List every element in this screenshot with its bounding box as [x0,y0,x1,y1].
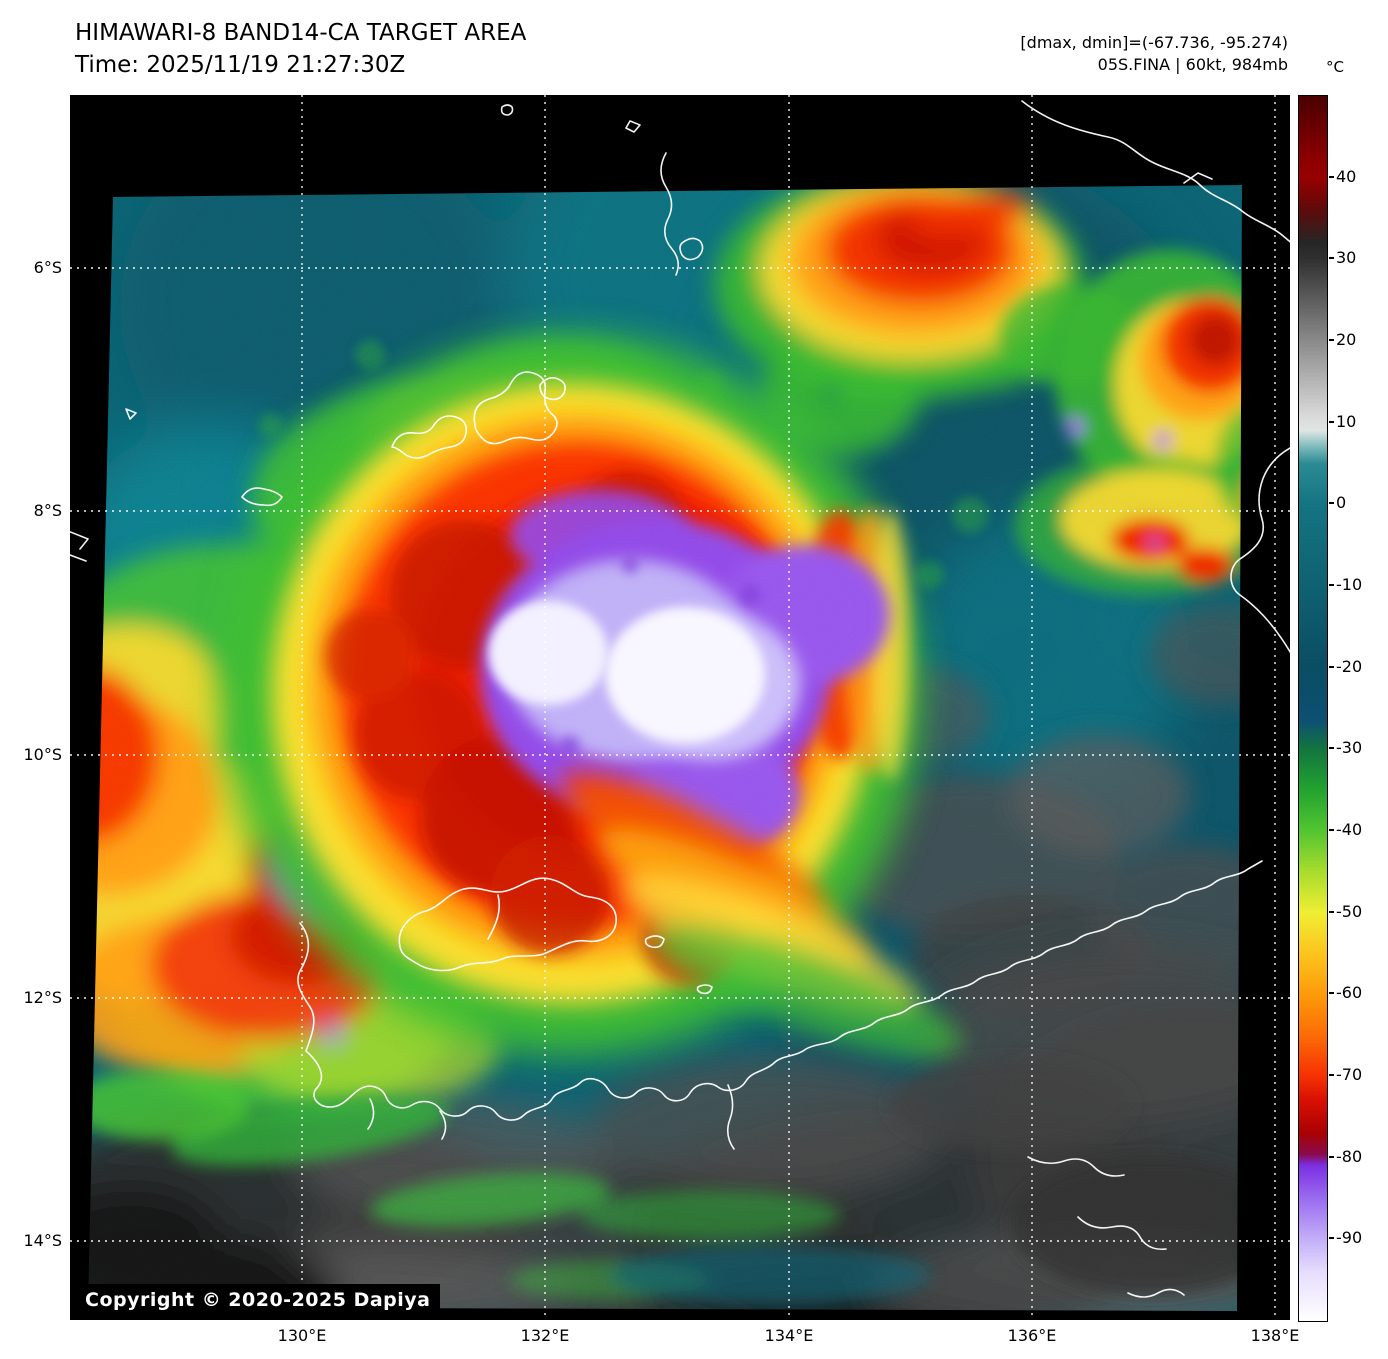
storm-info-readout: 05S.FINA | 60kt, 984mb [1097,55,1288,74]
colorbar-tick-label: -40 [1328,820,1363,839]
lon-tick-label: 138°E [1250,1326,1300,1345]
noise-overlay [88,185,1242,1311]
tiwi-channel [487,894,501,940]
lon-tick-label: 130°E [277,1326,327,1345]
colorbar-tick-label: -80 [1328,1147,1363,1166]
coast-river [726,1084,735,1150]
island-chain-aru [660,152,680,276]
colorbar-tick-label: -30 [1328,738,1363,757]
colorbar-tick-label: 0 [1328,493,1347,512]
temperature-colorbar [1298,95,1328,1322]
coast-detail [1027,1156,1125,1177]
coastlines-layer [70,100,1290,1298]
product-title: HIMAWARI-8 BAND14-CA TARGET AREA [75,20,527,46]
dmax-dmin-readout: [dmax, dmin]=(-67.736, -95.274) [1020,33,1288,52]
lon-tick-label: 134°E [764,1326,814,1345]
coastline-australia [297,860,1263,1121]
lat-tick-label: 10°S [23,745,62,764]
lat-tick-label: 6°S [33,258,62,277]
coast-fragment-left [70,530,89,550]
island-blob [679,237,704,261]
coast-fragment-left [70,554,87,562]
island-tanimbar-a [391,415,468,459]
coast-inlet [367,1098,375,1130]
gridlines-layer [70,95,1290,1320]
coastline-new-guinea [1021,100,1290,243]
satellite-data-swath [88,185,1242,1311]
island-speck [625,120,641,133]
satellite-map: Copyright © 2020-2025 Dapiya [70,95,1290,1320]
colorbar-tick-label: -50 [1328,902,1363,921]
colorbar-tick-label: 10 [1328,412,1357,431]
coastline-right-edge [1230,447,1290,654]
colorbar-tick-label: 30 [1328,248,1357,267]
lon-tick-label: 132°E [520,1326,570,1345]
product-time: Time: 2025/11/19 21:27:30Z [75,52,406,78]
lat-tick-label: 12°S [23,988,62,1007]
island-speck [696,984,713,995]
colorbar-tick-label: -20 [1328,657,1363,676]
colorbar-tick-label: -90 [1328,1228,1363,1247]
lon-tick-label: 136°E [1007,1326,1057,1345]
coast-detail [1077,1216,1167,1251]
island-tiwi [398,877,617,972]
lat-tick-label: 8°S [33,501,62,520]
satellite-image [70,95,1290,1320]
colorbar-tick-label: -10 [1328,575,1363,594]
colorbar-tick-label: 40 [1328,167,1357,186]
coast-detail [1127,1288,1185,1298]
island-speck [644,935,665,949]
island-speck [125,408,137,420]
header-readouts: [dmax, dmin]=(-67.736, -95.274) 05S.FINA… [1020,32,1288,76]
colorbar-tick-label: -70 [1328,1065,1363,1084]
island-small [241,487,283,507]
colorbar-tick-label: -60 [1328,983,1363,1002]
island-tanimbar-b [473,371,558,445]
colorbar-tick-label: 20 [1328,330,1357,349]
copyright-badge: Copyright © 2020-2025 Dapiya [75,1284,441,1316]
lat-tick-label: 14°S [23,1231,62,1250]
colorbar-unit-label: °C [1326,58,1344,76]
coast-inlet [439,1110,447,1140]
coastline-new-guinea-spur [1183,172,1213,184]
island-speck [500,104,514,116]
